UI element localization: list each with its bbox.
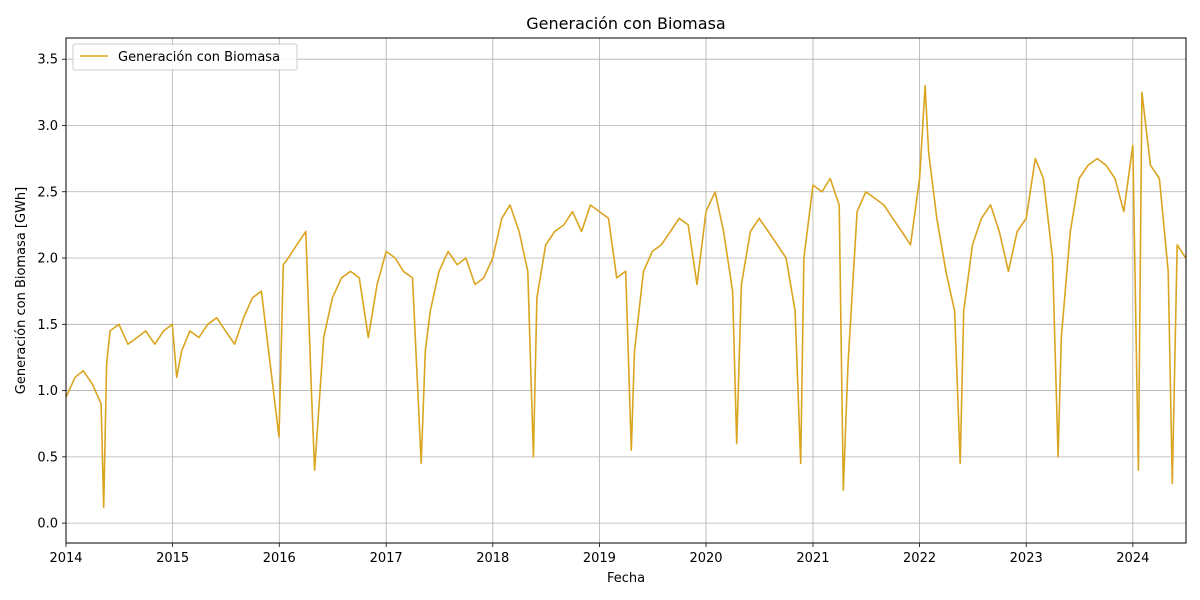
x-tick-label: 2023 (1010, 551, 1043, 566)
y-tick-label: 3.5 (37, 53, 58, 68)
y-tick-label: 3.0 (37, 119, 58, 134)
series-line (65, 84, 1187, 508)
series-layer (65, 84, 1187, 508)
y-tick-label: 0.0 (37, 517, 58, 532)
x-tick-label: 2016 (263, 551, 296, 566)
legend-box (72, 43, 298, 71)
y-axis-ticks: 0.0 0.5 1.0 1.5 2.0 2.5 3.0 3.5 (37, 53, 66, 532)
x-tick-label: 2019 (583, 551, 616, 566)
x-tick-label: 2017 (370, 551, 403, 566)
x-tick-label: 2015 (156, 551, 189, 566)
x-tick-label: 2020 (689, 551, 722, 566)
y-tick-label: 1.0 (37, 384, 58, 399)
x-axis-label: Fecha (607, 571, 645, 586)
x-tick-label: 2018 (476, 551, 509, 566)
legend: Generación con Biomasa (72, 43, 298, 71)
grid-lines (65, 38, 1186, 543)
legend-label: Generación con Biomasa (118, 50, 280, 65)
x-axis-ticks: 2014 2015 2016 2017 2018 2019 2020 2021 2022 2023… (49, 543, 1149, 566)
y-tick-label: 1.5 (37, 318, 58, 333)
x-tick-label: 2021 (796, 551, 829, 566)
x-tick-label: 2014 (49, 551, 82, 566)
y-tick-label: 0.5 (37, 450, 58, 465)
plot-frame (65, 37, 1187, 544)
x-tick-label: 2024 (1116, 551, 1149, 566)
y-tick-label: 2.5 (37, 185, 58, 200)
y-axis-label: Generación con Biomasa [GWh] (14, 187, 29, 394)
chart-title: Generación con Biomasa (526, 14, 725, 33)
y-tick-label: 2.0 (37, 252, 58, 267)
x-tick-label: 2022 (903, 551, 936, 566)
